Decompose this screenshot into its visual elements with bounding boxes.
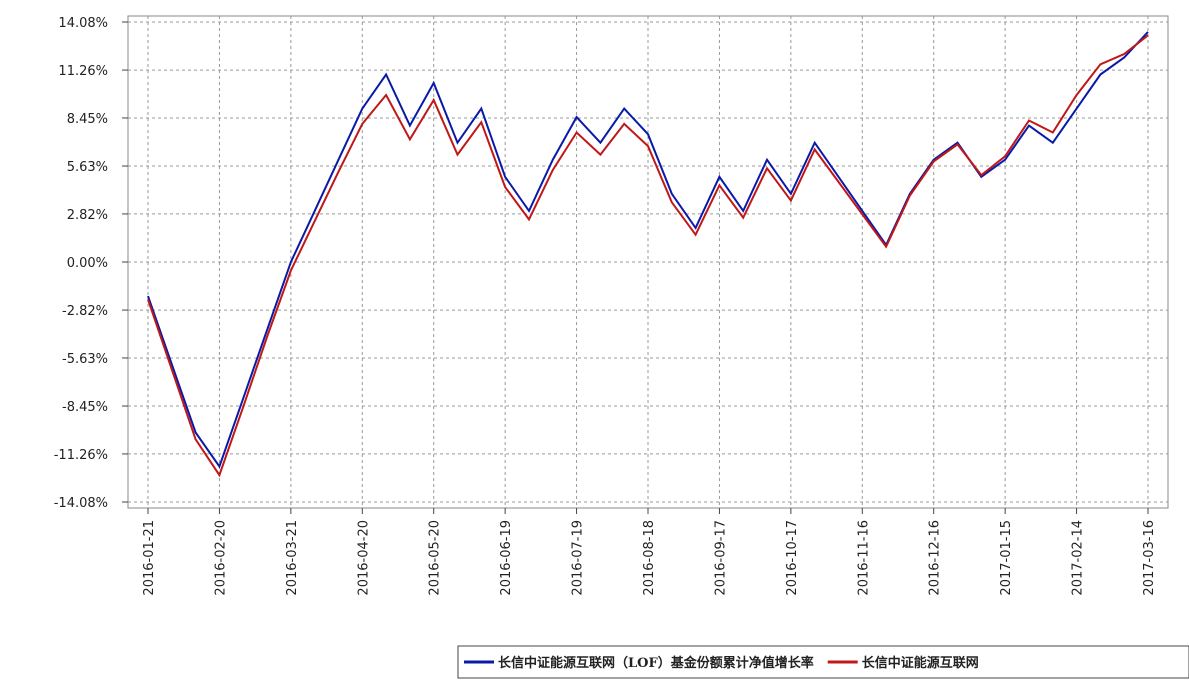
x-tick-label: 2017-01-15 (999, 520, 1014, 596)
x-tick-label: 2016-09-17 (713, 520, 728, 596)
y-tick-label: -11.26% (54, 448, 108, 463)
x-tick-label: 2016-03-21 (285, 520, 300, 596)
y-tick-label: 5.63% (67, 160, 108, 175)
x-tick-label: 2017-02-14 (1071, 520, 1086, 596)
legend-label: 长信中证能源互联网（LOF）基金份额累计净值增长率 (498, 655, 814, 671)
x-tick-label: 2016-02-20 (213, 520, 228, 596)
y-tick-label: 8.45% (67, 112, 108, 127)
x-tick-label: 2016-11-16 (856, 520, 871, 596)
y-tick-label: -2.82% (62, 304, 108, 319)
x-tick-label: 2016-10-17 (785, 520, 800, 596)
x-tick-label: 2016-06-19 (499, 520, 514, 596)
y-tick-label: -8.45% (62, 400, 108, 415)
y-tick-label: 14.08% (58, 16, 108, 31)
x-tick-label: 2017-03-16 (1142, 520, 1157, 596)
y-tick-label: -14.08% (54, 496, 108, 511)
y-tick-label: 11.26% (58, 64, 108, 79)
legend: 长信中证能源互联网（LOF）基金份额累计净值增长率 长信中证能源互联网 (464, 655, 979, 671)
chart: 14.08% 11.26% 8.45% 5.63% 2.82% 0.00% -2.82% -5… (0, 0, 1189, 680)
x-tick-label: 2016-01-21 (142, 520, 157, 596)
y-tick-label: -5.63% (62, 352, 108, 367)
x-tick-label: 2016-04-20 (356, 520, 371, 596)
x-tick-label: 2016-12-16 (928, 520, 943, 596)
y-tick-label: 2.82% (67, 208, 108, 223)
x-tick-label: 2016-05-20 (428, 520, 443, 596)
y-tick-label: 0.00% (67, 256, 108, 271)
legend-label: 长信中证能源互联网 (862, 655, 979, 671)
x-tick-label: 2016-07-19 (571, 520, 586, 596)
x-tick-label: 2016-08-18 (642, 520, 657, 596)
